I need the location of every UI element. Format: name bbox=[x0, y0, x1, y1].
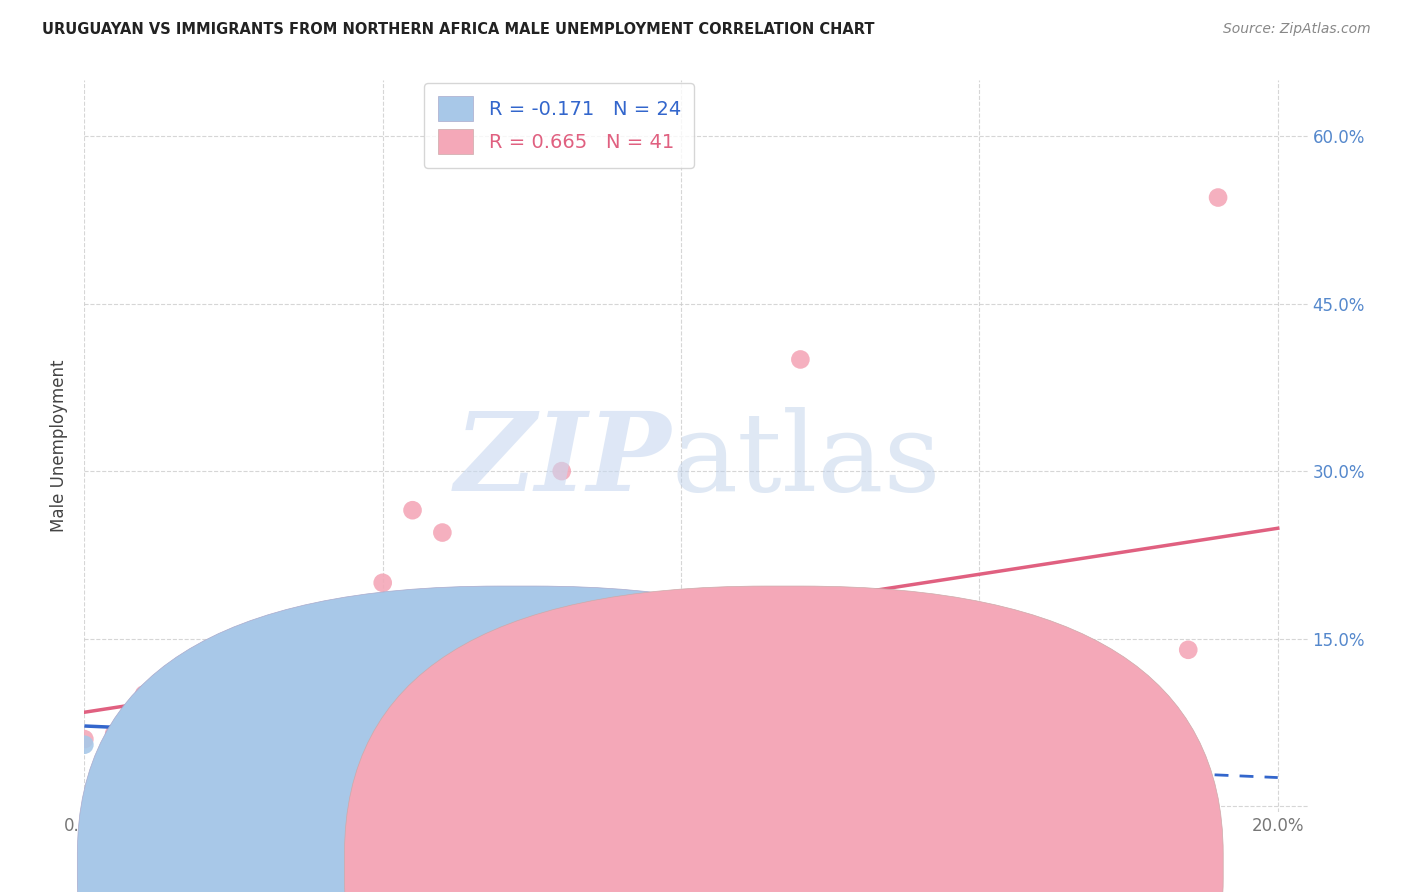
Point bbox=[132, 688, 155, 702]
Point bbox=[401, 503, 423, 517]
Point bbox=[252, 698, 274, 713]
Point bbox=[312, 732, 335, 747]
Point bbox=[789, 755, 811, 769]
Legend: R = -0.171   N = 24, R = 0.665   N = 41: R = -0.171 N = 24, R = 0.665 N = 41 bbox=[425, 83, 695, 168]
Point bbox=[264, 726, 287, 740]
Point bbox=[252, 726, 274, 740]
Point bbox=[730, 642, 752, 657]
Point bbox=[371, 654, 394, 668]
Text: Uruguayans: Uruguayans bbox=[541, 857, 650, 875]
Text: ZIP: ZIP bbox=[456, 407, 672, 515]
Point bbox=[520, 609, 543, 624]
Point bbox=[669, 693, 692, 707]
Point bbox=[174, 726, 197, 740]
Point bbox=[371, 575, 394, 590]
Point bbox=[264, 738, 287, 752]
Point bbox=[115, 738, 138, 752]
Point bbox=[222, 715, 245, 730]
Point bbox=[235, 665, 257, 680]
Point bbox=[849, 648, 872, 663]
Point bbox=[342, 615, 364, 629]
Point bbox=[222, 738, 245, 752]
Point bbox=[163, 715, 186, 730]
Point bbox=[283, 738, 305, 752]
Point bbox=[1087, 777, 1109, 791]
Point bbox=[193, 671, 215, 685]
Text: URUGUAYAN VS IMMIGRANTS FROM NORTHERN AFRICA MALE UNEMPLOYMENT CORRELATION CHART: URUGUAYAN VS IMMIGRANTS FROM NORTHERN AF… bbox=[42, 22, 875, 37]
Point bbox=[132, 721, 155, 735]
Point bbox=[193, 665, 215, 680]
Text: atlas: atlas bbox=[672, 407, 941, 514]
Point bbox=[73, 732, 96, 747]
Point bbox=[193, 738, 215, 752]
Point bbox=[193, 698, 215, 713]
Y-axis label: Male Unemployment: Male Unemployment bbox=[49, 359, 67, 533]
Point bbox=[879, 760, 901, 774]
Point bbox=[789, 352, 811, 367]
Point bbox=[73, 738, 96, 752]
Point bbox=[610, 726, 633, 740]
Point bbox=[204, 732, 226, 747]
Point bbox=[204, 726, 226, 740]
Point bbox=[1177, 642, 1199, 657]
Point bbox=[1206, 190, 1229, 204]
Point bbox=[103, 726, 125, 740]
Point bbox=[818, 726, 841, 740]
Point bbox=[235, 726, 257, 740]
Point bbox=[283, 637, 305, 651]
Point bbox=[432, 525, 454, 540]
Point bbox=[132, 743, 155, 757]
Point bbox=[163, 726, 186, 740]
Point bbox=[551, 464, 574, 478]
Text: Immigrants from Northern Africa: Immigrants from Northern Africa bbox=[808, 857, 1102, 875]
Point bbox=[342, 738, 364, 752]
Point bbox=[145, 710, 167, 724]
Point bbox=[491, 626, 513, 640]
Point bbox=[252, 704, 274, 718]
Point bbox=[163, 681, 186, 696]
Point bbox=[969, 693, 991, 707]
Point bbox=[581, 698, 603, 713]
Point bbox=[132, 710, 155, 724]
Point bbox=[103, 732, 125, 747]
Point bbox=[312, 626, 335, 640]
Point bbox=[222, 693, 245, 707]
Point bbox=[145, 726, 167, 740]
Point bbox=[610, 642, 633, 657]
Point bbox=[252, 721, 274, 735]
Text: Source: ZipAtlas.com: Source: ZipAtlas.com bbox=[1223, 22, 1371, 37]
Point bbox=[174, 726, 197, 740]
Point bbox=[163, 721, 186, 735]
Point bbox=[115, 738, 138, 752]
Point bbox=[222, 688, 245, 702]
Point bbox=[461, 592, 484, 607]
Point bbox=[371, 715, 394, 730]
